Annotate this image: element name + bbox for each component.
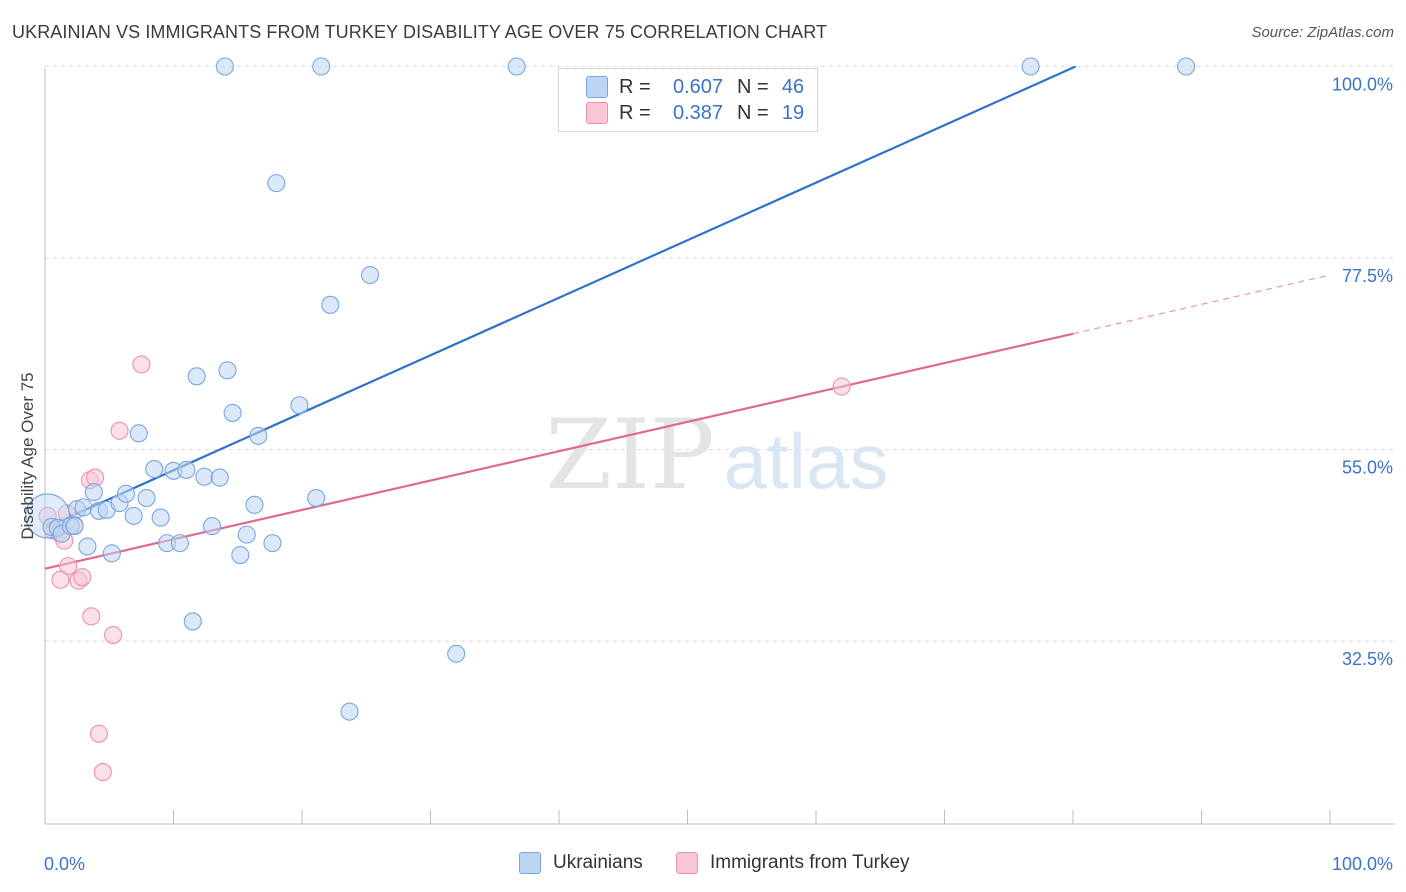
data-point-ukrainians [183,612,202,631]
data-point-ukrainians [1021,57,1040,76]
data-point-ukrainians [116,484,136,503]
data-point-turkey [832,377,851,396]
data-point-ukrainians [65,517,84,536]
data-point-ukrainians [307,488,326,508]
data-point-ukrainians [249,426,268,445]
legend-label: Ukrainians [553,852,643,873]
legend-item-turkey[interactable]: Immigrants from Turkey [676,852,910,874]
data-point-turkey [110,421,129,440]
n-label: N = [737,101,769,124]
x-tick-label-min: 0.0% [44,854,85,874]
data-point-ukrainians [223,403,242,422]
data-point-turkey [73,568,92,587]
data-point-ukrainians [507,57,526,76]
data-point-ukrainians [74,498,93,517]
data-point-ukrainians [237,525,256,544]
data-point-ukrainians [78,537,97,556]
series-legend: Ukrainians Immigrants from Turkey [0,852,1406,878]
chart-title: UKRAINIAN VS IMMIGRANTS FROM TURKEY DISA… [12,22,828,42]
data-point-ukrainians [102,544,121,563]
data-point-ukrainians [129,424,148,443]
x-tick-label-max: 100.0% [1332,854,1393,874]
data-points [25,57,1196,782]
data-point-turkey [132,355,151,374]
n-value: 19 [781,101,805,124]
data-point-ukrainians [151,508,170,527]
trend-line-ukrainians [44,65,1077,529]
data-point-ukrainians [245,495,264,514]
watermark-atlas: atlas [724,417,889,505]
r-label: R = [619,101,651,124]
y-tick-label: 100.0% [1332,75,1393,95]
data-point-turkey [59,557,78,576]
data-point-turkey [104,626,123,645]
source-label: Source: ZipAtlas.com [1251,24,1394,41]
legend-item-ukrainians[interactable]: Ukrainians [519,852,643,874]
legend-row-ukrainians: R = 0.607 N = 46 [586,74,813,100]
axes [44,68,1395,825]
data-point-turkey [89,724,109,743]
legend-swatch-blue [519,852,541,874]
data-point-ukrainians [312,57,331,76]
tick-labels: 32.5% 55.0% 77.5% 100.0% 0.0% 100.0% [44,75,1393,874]
data-point-ukrainians [195,467,214,486]
data-point-turkey [93,763,112,782]
data-point-ukrainians [340,702,359,721]
data-point-ukrainians [267,174,286,193]
watermark-zip: ZIP [545,399,714,511]
data-point-ukrainians [231,545,250,565]
data-point-ukrainians [187,367,206,386]
trend-line-extension [1072,274,1331,335]
data-point-ukrainians [203,517,222,536]
legend-swatch-blue [586,76,608,98]
y-tick-label: 55.0% [1342,458,1393,478]
legend-swatch-pink [676,852,698,874]
data-point-ukrainians [290,396,309,415]
data-point-ukrainians [137,488,156,508]
data-point-ukrainians [124,506,143,525]
data-point-ukrainians [170,534,189,553]
data-point-turkey [82,607,101,626]
legend-swatch-pink [586,102,608,124]
data-point-ukrainians [1177,57,1196,76]
data-point-ukrainians [263,534,282,553]
r-label: R = [619,75,651,98]
data-point-ukrainians [177,460,196,479]
legend-label: Immigrants from Turkey [710,852,910,873]
legend-row-turkey: R = 0.387 N = 19 [586,100,813,126]
data-point-turkey [51,570,70,589]
data-point-ukrainians [361,265,380,285]
data-point-ukrainians [84,483,103,502]
correlation-legend: R = 0.607 N = 46 R = 0.387 N = 19 [558,68,818,132]
r-value: 0.387 [672,101,724,124]
data-point-ukrainians [210,468,229,487]
data-point-ukrainians [218,361,237,380]
gridlines [45,66,1395,642]
data-point-ukrainians [215,57,234,76]
n-value: 46 [781,75,805,98]
y-tick-label: 77.5% [1342,266,1393,286]
r-value: 0.607 [672,75,724,98]
data-point-ukrainians [145,460,164,479]
data-point-ukrainians [447,644,466,663]
y-axis-label: Disability Age Over 75 [18,372,37,539]
y-tick-label: 32.5% [1342,649,1393,669]
data-point-ukrainians [321,295,340,314]
n-label: N = [737,75,769,98]
